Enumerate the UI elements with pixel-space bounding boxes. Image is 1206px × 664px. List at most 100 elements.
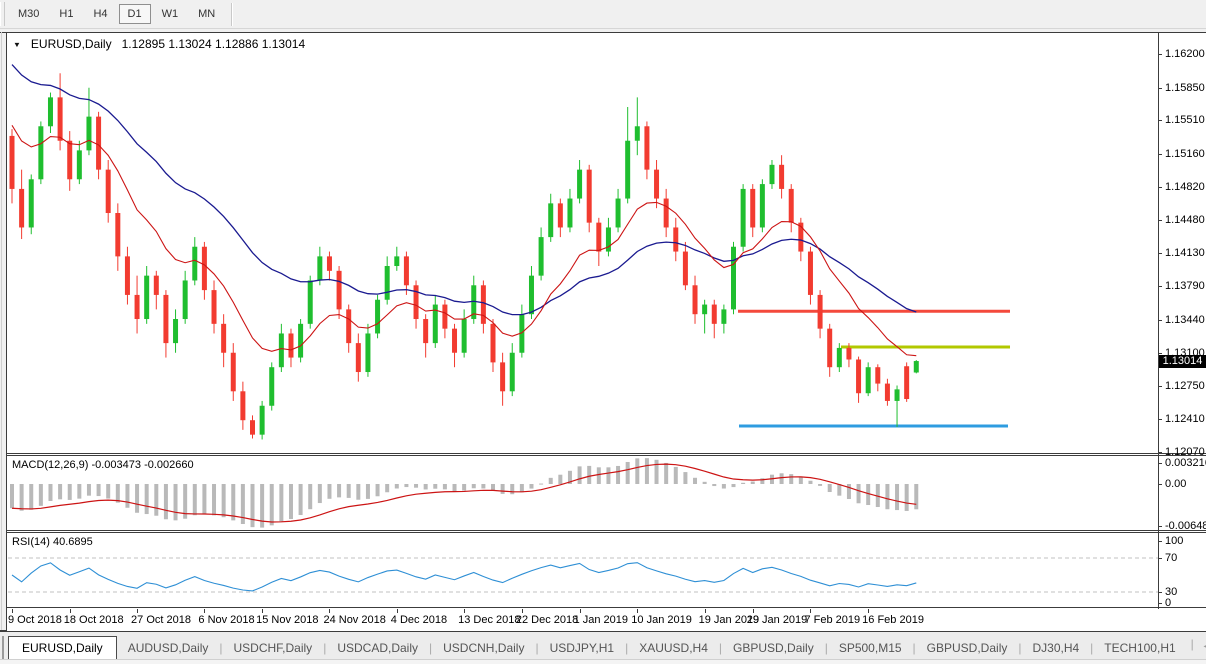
price-axis-tick [1158,186,1162,188]
price-axis-tick [1158,386,1162,388]
chart-title: ▼ EURUSD,Daily 1.12895 1.13024 1.12886 1… [13,37,305,51]
macd-axis-tick [1158,526,1162,527]
tab-scroll-buttons: | ◄ ► [1187,637,1206,659]
tab-gbpusd-daily[interactable]: GBPUSD,Daily [926,641,1008,655]
date-tick [464,609,466,613]
tab-xauusd-h4[interactable]: XAUUSD,H4 [639,641,708,655]
tab-divider: | [1190,637,1194,651]
date-label: 6 Nov 2018 [198,614,255,626]
toolbar-grip [0,2,5,26]
rsi-axis-tick [1158,603,1162,604]
tab-dj30-h4[interactable]: DJ30,H4 [1032,641,1080,655]
date-tick [262,609,264,613]
chart-window [7,33,1206,631]
splitter-main-macd2[interactable] [7,455,1206,456]
rsi-label: RSI(14) 40.6895 [12,536,93,548]
price-axis-tick [1158,452,1162,453]
date-tick [396,609,398,613]
timeframe-button-w1[interactable]: W1 [161,8,179,20]
timeframe-button-d1[interactable]: D1 [118,4,151,24]
timeframe-buttons: M30 H1 H4 D1 W1 MN [8,4,225,24]
rsi-axis-label: 30 [1165,586,1178,598]
window-bottom-border [0,630,1206,632]
timeframe-button-h4[interactable]: H4 [93,8,108,20]
date-tick [521,609,523,613]
macd-signal-line [11,463,917,523]
date-label: 22 Dec 2018 [515,614,579,626]
splitter-main-macd[interactable] [7,453,1206,454]
tab-usdcad-daily[interactable]: USDCAD,Daily [337,641,418,655]
date-tick [810,609,812,613]
price-axis-tick [1158,54,1162,55]
timeframe-button-m30[interactable]: M30 [18,8,40,20]
toolbar-separator [231,2,234,26]
price-chart-plot[interactable] [8,33,1158,453]
tab-eurusd-daily[interactable]: EURUSD,Daily [8,636,117,659]
price-axis-tick [1158,253,1162,255]
price-axis-label: 1.14820 [1165,180,1205,193]
tab-usdcnh-daily[interactable]: USDCNH,Daily [443,641,525,655]
status-strip [0,659,1206,664]
price-axis-label: 1.15850 [1165,81,1205,94]
date-label: 18 Oct 2018 [63,614,124,626]
ma-fast-line [11,125,917,357]
rsi-plot[interactable] [8,533,1158,607]
window-left-border [6,32,7,632]
chart-dropdown-icon[interactable]: ▼ [13,39,21,49]
tab-divider: | [219,641,223,655]
date-tick [579,609,581,613]
date-tick [329,609,331,613]
chart-tab-bar: EURUSD,Daily AUDUSD,Daily | USDCHF,Daily | US… [0,632,1206,659]
date-tick [704,609,706,613]
tab-sp500-m15[interactable]: SP500,M15 [838,641,902,655]
chart-symbol-label: EURUSD,Daily [30,37,112,51]
tab-usdjpy-h1[interactable]: USDJPY,H1 [549,641,615,655]
splitter-macd-rsi2[interactable] [7,532,1206,533]
splitter-macd-rsi[interactable] [7,530,1206,531]
date-label: 27 Oct 2018 [131,614,191,626]
price-axis-label: 1.13790 [1165,280,1205,293]
rsi-line [11,562,917,592]
price-axis-label: 1.12410 [1165,413,1205,426]
price-axis-label: 1.13440 [1165,313,1205,326]
tab-usdchf-daily[interactable]: USDCHF,Daily [233,641,313,655]
price-axis-tick [1158,154,1162,156]
date-label: 4 Dec 2018 [390,614,448,626]
tab-divider: | [1090,641,1094,655]
date-tick [12,609,13,613]
date-label: 1 Jan 2019 [573,614,629,626]
rsi-axis-label: 0 [1165,597,1172,609]
macd-axis-label: -0.006485 [1165,520,1206,532]
timeframe-button-h1[interactable]: H1 [59,8,74,20]
price-axis-label: 1.12070 [1165,446,1205,458]
chart-tabs: EURUSD,Daily AUDUSD,Daily | USDCHF,Daily | US… [8,636,1187,659]
timeframe-button-mn[interactable]: MN [198,8,216,20]
rsi-axis-label: 100 [1165,535,1184,547]
timeframe-toolbar: M30 H1 H4 D1 W1 MN [0,0,1206,29]
tab-gbpusd-daily[interactable]: GBPUSD,Daily [733,641,814,655]
macd-plot[interactable] [8,456,1158,530]
date-tick [69,609,71,613]
tab-audusd-daily[interactable]: AUDUSD,Daily [127,641,209,655]
date-tick [868,609,870,613]
date-label: 15 Nov 2018 [256,614,319,626]
date-label: 29 Jan 2019 [746,614,808,626]
macd-histogram [10,458,919,528]
tab-scroll-left-icon[interactable]: ◄ [1202,641,1206,651]
macd-axis-tick [1158,484,1162,485]
price-axis-tick [1158,120,1162,122]
price-axis-label: 1.15510 [1165,114,1205,127]
candles[interactable] [9,73,919,440]
price-axis-tick [1158,219,1162,221]
date-label: 10 Jan 2019 [631,614,692,626]
tab-divider: | [535,641,539,655]
tab-tech100-h1[interactable]: TECH100,H1 [1104,641,1176,655]
macd-axis-label: 0.00 [1165,478,1187,490]
price-axis-label: 1.14130 [1165,247,1205,260]
date-label: 24 Nov 2018 [323,614,386,626]
price-axis-tick [1158,87,1162,89]
price-axis-label: 1.12750 [1165,380,1205,393]
rsi-axis-label: 70 [1165,552,1178,564]
rsi-axis-tick [1158,558,1162,559]
date-label: 9 Oct 2018 [8,614,62,626]
